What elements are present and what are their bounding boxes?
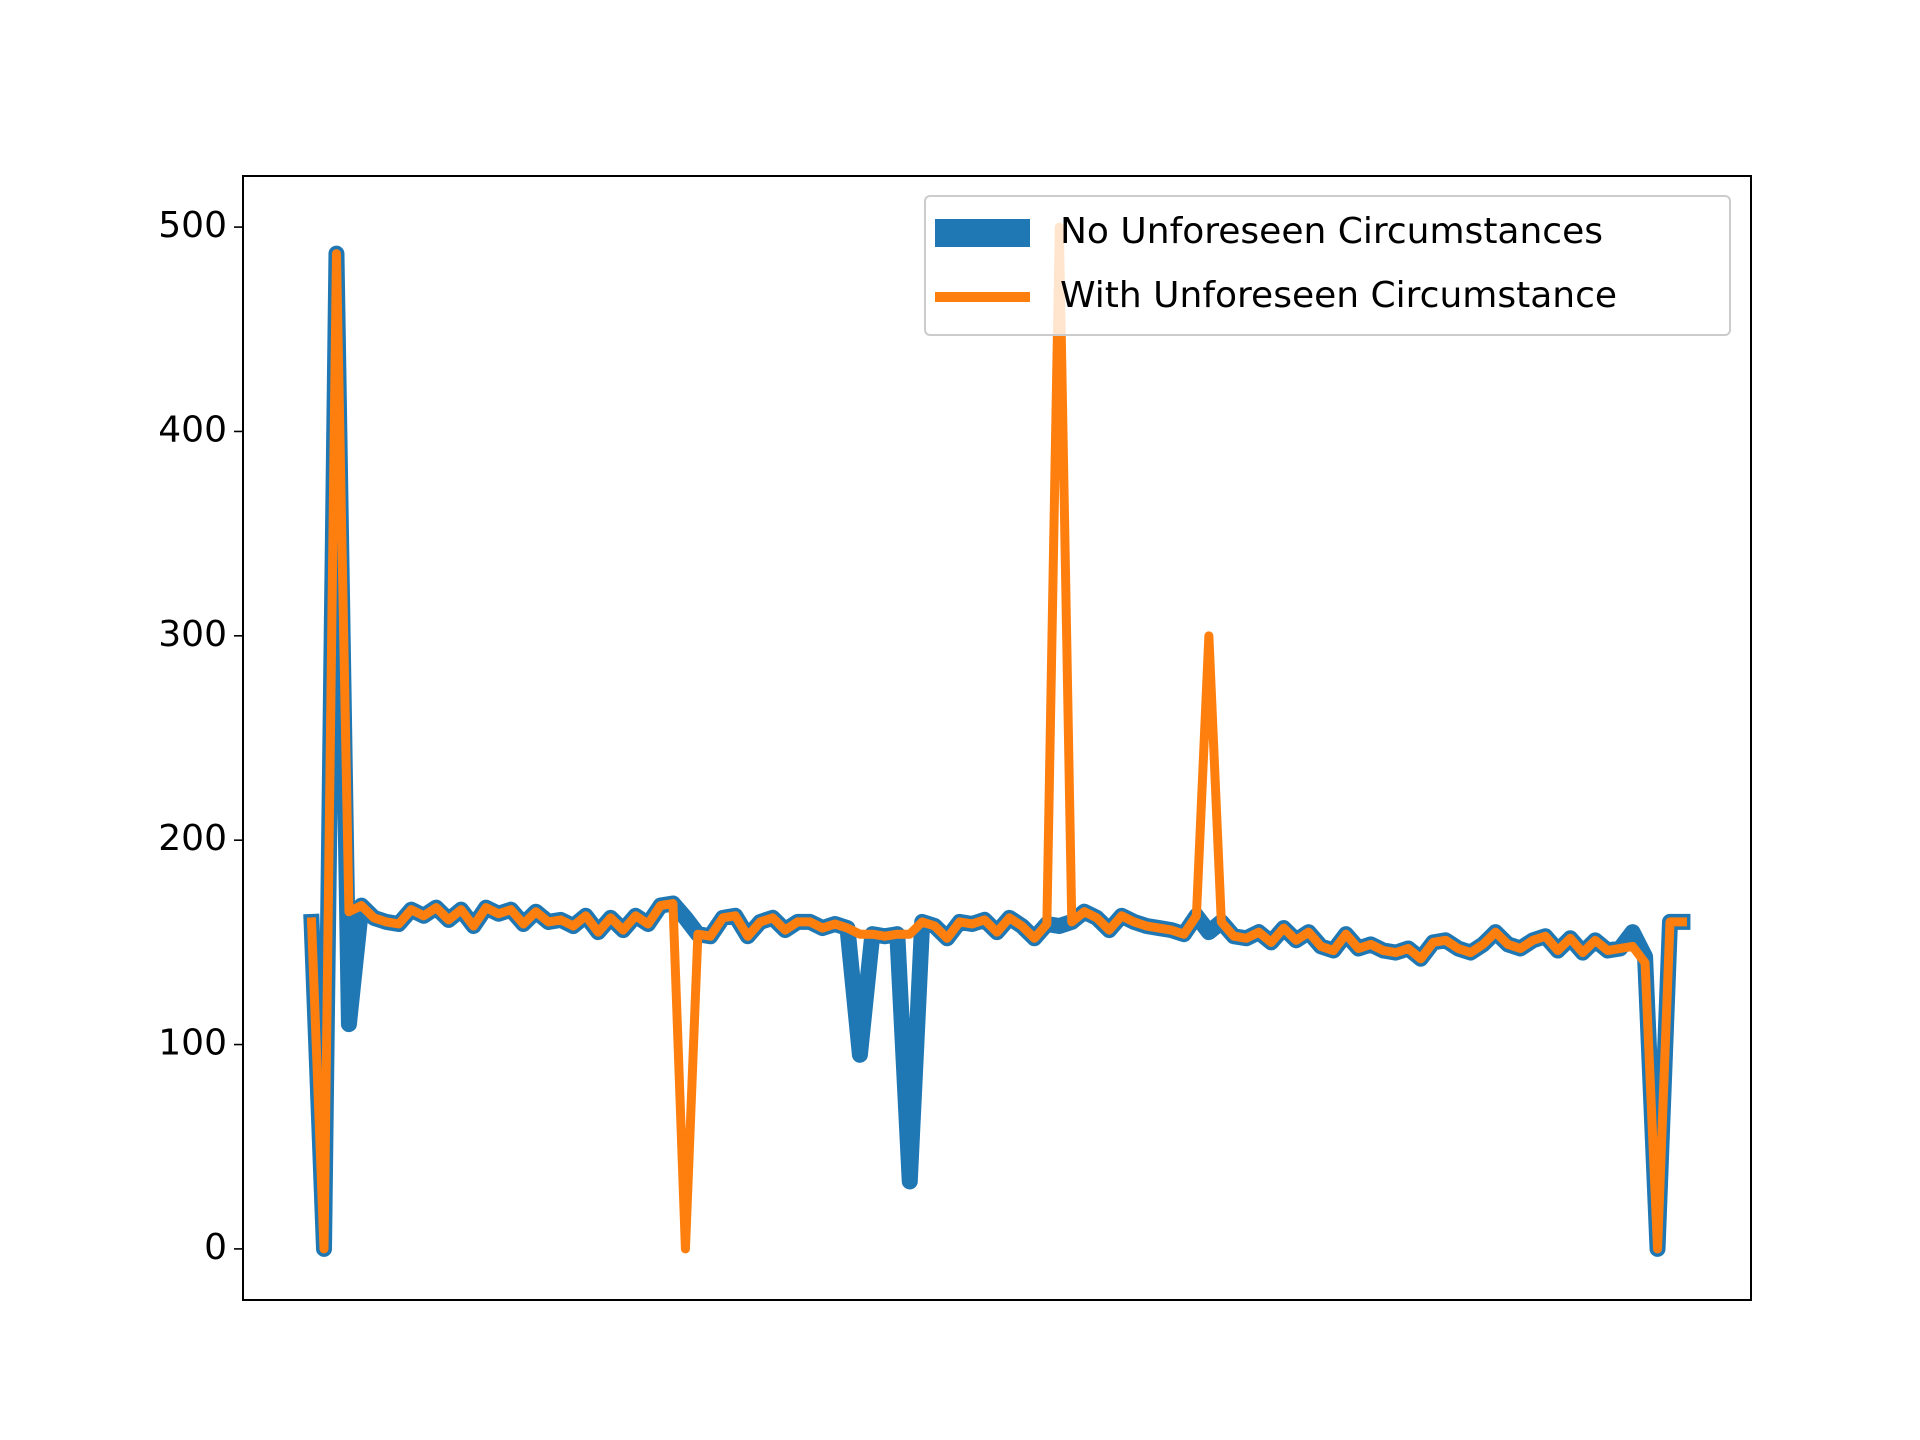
- legend-box: [924, 195, 1731, 336]
- y-tick-label: 200: [158, 818, 227, 859]
- y-tick-label: 0: [204, 1227, 227, 1268]
- plot-frame: [242, 175, 1752, 1301]
- y-tick-label: 400: [158, 409, 227, 450]
- legend-label: With Unforeseen Circumstance: [1060, 275, 1617, 316]
- legend-label: No Unforeseen Circumstances: [1060, 211, 1603, 252]
- y-tick-label: 100: [158, 1023, 227, 1064]
- series-line: [306, 222, 1687, 1254]
- y-tick-label: 500: [158, 205, 227, 246]
- y-tick-label: 300: [158, 614, 227, 655]
